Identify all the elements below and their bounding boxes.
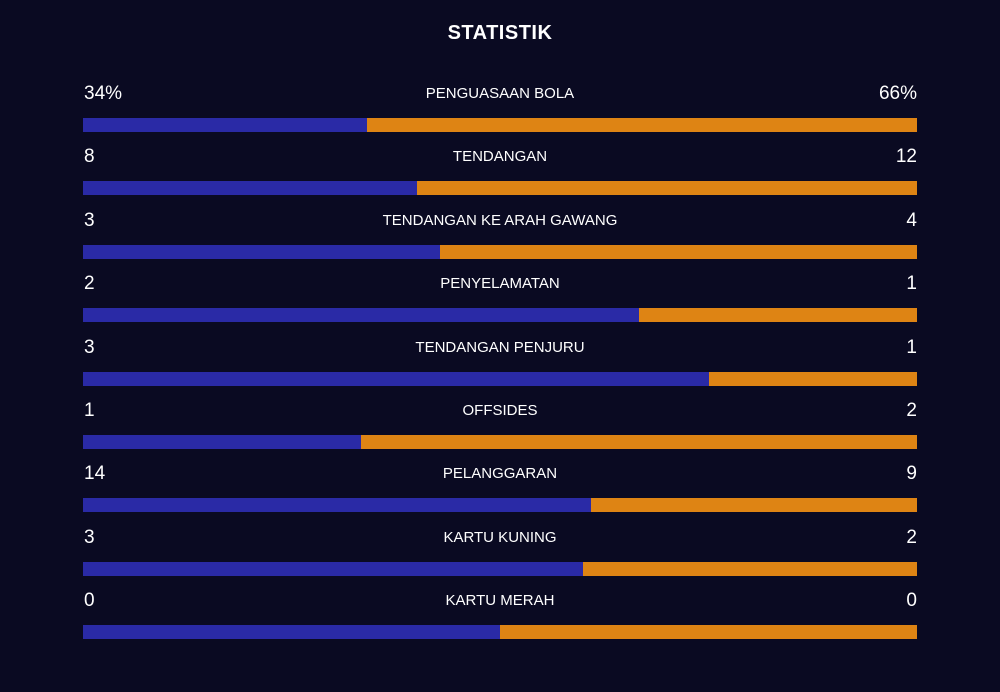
comparison-bar xyxy=(83,371,917,386)
stat-row: 1 OFFSIDES 2 xyxy=(83,397,917,460)
home-value: 34% xyxy=(84,83,123,104)
home-bar xyxy=(83,118,367,132)
stat-header: 34% PENGUASAAN BOLA 66% xyxy=(83,80,917,110)
stat-header: 3 KARTU KUNING 2 xyxy=(83,524,917,554)
away-value: 1 xyxy=(906,273,917,295)
away-bar xyxy=(500,625,917,640)
comparison-bar xyxy=(83,498,917,513)
stat-label: KARTU MERAH xyxy=(445,592,555,610)
home-value: 2 xyxy=(84,273,95,295)
home-bar xyxy=(83,561,584,576)
home-bar xyxy=(83,498,591,513)
stat-label: TENDANGAN PENJURU xyxy=(415,338,585,356)
home-value: 3 xyxy=(84,209,95,231)
away-bar xyxy=(639,308,917,323)
away-bar xyxy=(416,181,917,196)
comparison-bar xyxy=(83,308,917,323)
away-value: 1 xyxy=(906,336,917,358)
away-bar xyxy=(360,434,917,449)
stat-label: KARTU KUNING xyxy=(443,528,557,546)
home-bar xyxy=(83,308,640,323)
stat-row: 3 TENDANGAN KE ARAH GAWANG 4 xyxy=(83,207,917,270)
stat-label: PELANGGARAN xyxy=(442,465,558,483)
stat-row: 3 TENDANGAN PENJURU 1 xyxy=(83,334,917,397)
stat-row: 34% PENGUASAAN BOLA 66% xyxy=(83,80,917,143)
stat-label: TENDANGAN xyxy=(452,148,548,166)
comparison-bar xyxy=(83,434,917,449)
stat-row: 0 KARTU MERAH 0 xyxy=(83,587,917,650)
away-value: 12 xyxy=(895,146,917,168)
stat-row: 8 TENDANGAN 12 xyxy=(83,143,917,206)
stat-header: 3 TENDANGAN PENJURU 1 xyxy=(83,334,917,364)
home-bar xyxy=(83,434,361,449)
away-bar xyxy=(366,118,917,132)
home-bar xyxy=(83,625,500,640)
stat-label: PENGUASAAN BOLA xyxy=(425,85,575,102)
comparison-bar xyxy=(83,625,917,640)
stat-header: 3 TENDANGAN KE ARAH GAWANG 4 xyxy=(83,207,917,237)
away-bar xyxy=(583,561,917,576)
comparison-bar xyxy=(83,181,917,196)
stat-label: OFFSIDES xyxy=(462,401,538,419)
stat-label: TENDANGAN KE ARAH GAWANG xyxy=(382,211,618,229)
home-value: 1 xyxy=(84,399,95,421)
comparison-bar xyxy=(83,118,917,132)
home-value: 0 xyxy=(84,590,95,612)
away-value: 0 xyxy=(906,590,917,612)
stat-label: PENYELAMATAN xyxy=(440,275,560,293)
stat-row: 3 KARTU KUNING 2 xyxy=(83,524,917,587)
stat-header: 2 PENYELAMATAN 1 xyxy=(83,270,917,300)
stats-list: 34% PENGUASAAN BOLA 66% 8 TENDANGAN 12 3 TENDAN… xyxy=(83,80,917,651)
stat-header: 0 KARTU MERAH 0 xyxy=(83,587,917,617)
stat-row: 14 PELANGGARAN 9 xyxy=(83,460,917,523)
home-value: 3 xyxy=(84,336,95,358)
away-bar xyxy=(708,371,917,386)
away-value: 9 xyxy=(906,463,917,485)
home-value: 8 xyxy=(84,146,95,168)
home-value: 14 xyxy=(84,463,106,485)
stat-header: 14 PELANGGARAN 9 xyxy=(83,460,917,490)
away-value: 4 xyxy=(906,209,917,231)
away-bar xyxy=(440,244,917,259)
home-bar xyxy=(83,244,441,259)
home-value: 3 xyxy=(84,526,95,548)
comparison-bar xyxy=(83,561,917,576)
comparison-bar xyxy=(83,244,917,259)
page-title: STATISTIK xyxy=(447,22,553,44)
stat-header: 8 TENDANGAN 12 xyxy=(83,143,917,173)
away-value: 66% xyxy=(878,83,917,104)
stat-header: 1 OFFSIDES 2 xyxy=(83,397,917,427)
away-value: 2 xyxy=(906,526,917,548)
away-bar xyxy=(590,498,917,513)
home-bar xyxy=(83,371,709,386)
stat-row: 2 PENYELAMATAN 1 xyxy=(83,270,917,333)
away-value: 2 xyxy=(906,399,917,421)
home-bar xyxy=(83,181,417,196)
